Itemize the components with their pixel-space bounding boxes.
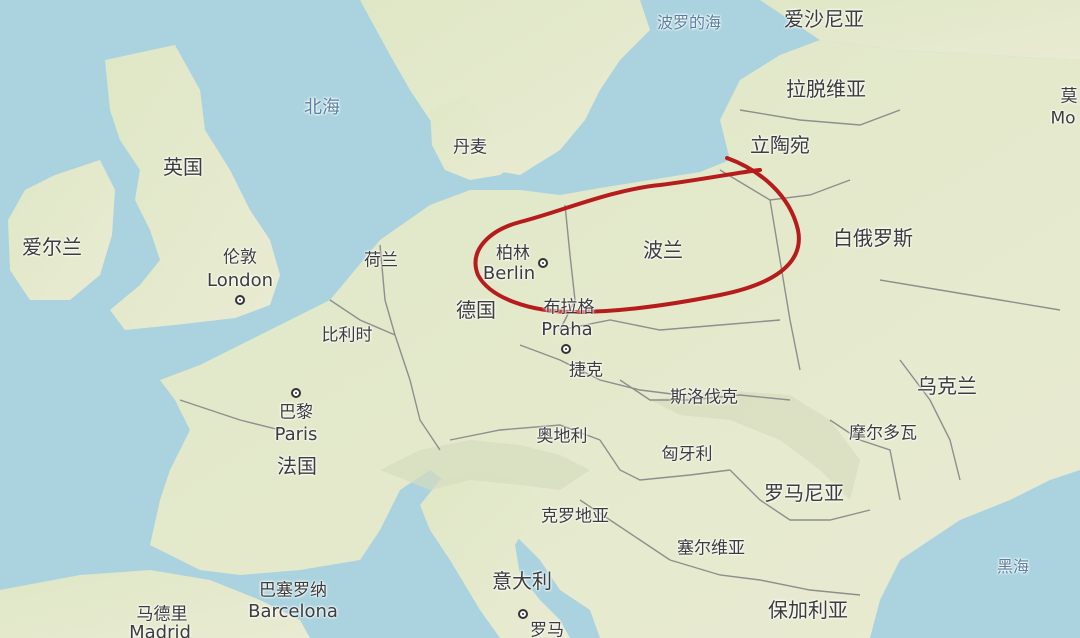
country-label-belarus: 白俄罗斯	[833, 226, 913, 250]
country-label-romania: 罗马尼亚	[764, 481, 844, 505]
city-marker-paris[interactable]	[291, 388, 301, 398]
great-britain-land	[105, 45, 280, 330]
country-label-belgium: 比利时	[321, 325, 373, 346]
country-label-latvia: 拉脱维亚	[786, 77, 866, 101]
country-label-netherlands: 荷兰	[364, 250, 398, 271]
ireland-land	[8, 160, 115, 300]
country-label-denmark: 丹麦	[453, 137, 487, 158]
country-label-slovakia: 斯洛伐克	[670, 387, 738, 408]
city-label-london-cn: 伦敦	[223, 247, 257, 268]
country-label-croatia: 克罗地亚	[541, 506, 609, 527]
italy-land	[420, 470, 570, 638]
city-marker-prague[interactable]	[561, 344, 571, 354]
country-label-poland: 波兰	[643, 238, 683, 262]
country-label-moldova: 摩尔多瓦	[849, 423, 917, 444]
country-borders	[179, 109, 1061, 596]
city-label-berlin: Berlin	[482, 263, 536, 284]
country-label-germany: 德国	[456, 298, 496, 322]
country-label-ukraine: 乌克兰	[917, 374, 977, 398]
city-marker-london[interactable]	[235, 295, 245, 305]
scandinavia-land	[360, 0, 650, 175]
finland-land	[760, 0, 1080, 60]
city-label-paris-cn: 巴黎	[279, 402, 313, 423]
baltic-inner-water	[580, 95, 720, 170]
city-label-moscow-cn-partial: 莫	[1060, 86, 1078, 107]
country-label-uk: 英国	[163, 155, 203, 179]
country-label-austria: 奥地利	[536, 426, 588, 447]
poland-annotation-circle	[473, 156, 801, 314]
city-label-london: London	[207, 270, 273, 291]
country-label-estonia: 爱沙尼亚	[784, 7, 864, 31]
city-marker-rome[interactable]	[518, 609, 528, 619]
country-label-czech: 捷克	[569, 360, 603, 381]
city-label-paris: Paris	[274, 424, 318, 445]
country-label-lithuania: 立陶宛	[750, 133, 810, 157]
iberia-land	[0, 570, 310, 638]
city-label-rome-cn: 罗马	[530, 620, 564, 638]
carpathians-shading	[650, 390, 860, 500]
country-label-italy: 意大利	[492, 569, 552, 593]
alps-shading	[380, 440, 590, 490]
country-label-ireland: 爱尔兰	[22, 235, 82, 259]
city-label-madrid-cn: 马德里	[136, 604, 188, 625]
city-label-prague-cn: 布拉格	[543, 297, 595, 318]
black-sea-water	[925, 470, 1080, 638]
sea-label-baltic-sea: 波罗的海	[656, 13, 722, 32]
city-label-berlin-cn: 柏林	[496, 243, 530, 264]
country-label-hungary: 匈牙利	[661, 444, 713, 465]
city-label-moscow-partial: Mo	[1050, 108, 1076, 129]
city-label-prague: Praha	[541, 319, 593, 340]
city-marker-berlin[interactable]	[538, 258, 548, 268]
city-label-madrid: Madrid	[129, 622, 191, 638]
country-label-serbia: 塞尔维亚	[677, 538, 745, 559]
sea-label-north-sea: 北海	[304, 97, 340, 118]
denmark-land	[430, 95, 520, 180]
city-label-barcelona-cn: 巴塞罗纳	[259, 580, 327, 601]
country-label-bulgaria: 保加利亚	[768, 598, 848, 622]
country-label-france: 法国	[277, 454, 317, 478]
city-label-barcelona: Barcelona	[248, 601, 338, 622]
sea-label-black-sea: 黑海	[996, 557, 1030, 576]
